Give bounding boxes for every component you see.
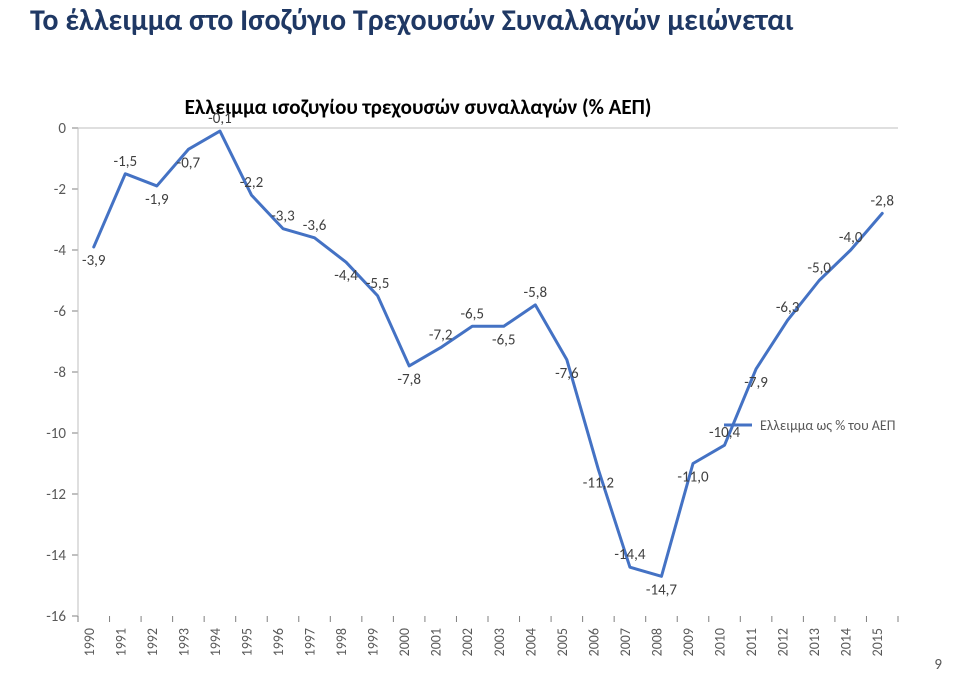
x-tick-label: 1995 (238, 628, 255, 656)
data-label: -3,3 (271, 208, 295, 226)
y-tick-label: -14 (46, 547, 66, 565)
y-tick-label: 0 (58, 120, 66, 138)
data-label: -11,0 (677, 469, 709, 487)
y-tick-label: -12 (46, 486, 66, 504)
data-label: -11,2 (583, 475, 614, 493)
data-label: -5,8 (524, 284, 548, 302)
x-tick-label: 2003 (491, 628, 508, 656)
data-label: -0,7 (177, 154, 201, 172)
x-tick-label: 2006 (585, 628, 602, 656)
data-label: -1,5 (114, 153, 138, 171)
data-label: -7,9 (744, 374, 768, 392)
x-tick-label: 1996 (270, 628, 287, 656)
data-label: -10,4 (709, 424, 741, 442)
x-tick-label: 1992 (144, 628, 161, 656)
y-tick-label: -4 (54, 242, 67, 260)
data-label: -5,5 (366, 275, 390, 293)
data-label: -14,7 (646, 581, 678, 599)
x-tick-label: 1998 (333, 628, 350, 656)
y-tick-label: -16 (46, 608, 66, 626)
x-tick-label: 2002 (459, 628, 476, 656)
data-label: -2,2 (240, 174, 264, 192)
x-tick-label: 1997 (302, 628, 319, 656)
x-tick-label: 2001 (428, 628, 445, 656)
page-number: 9 (934, 656, 942, 674)
x-tick-label: 2014 (838, 628, 855, 656)
data-label: -7,2 (429, 327, 453, 345)
x-tick-label: 2011 (743, 628, 760, 656)
data-label: -0,1 (208, 110, 232, 128)
data-label: -4,0 (839, 229, 863, 247)
data-label: -3,6 (303, 217, 327, 235)
data-label: -6,5 (492, 331, 516, 349)
x-tick-label: 1999 (365, 628, 382, 656)
series-line (94, 131, 882, 576)
x-tick-label: 1991 (112, 628, 129, 656)
x-tick-label: 1993 (175, 628, 192, 656)
line-chart: 0 -2 -4 -6 -8 -10 -12 -14 -16 1990 1991 1992 1993 199… (0, 0, 960, 684)
x-tick-label: 2008 (648, 628, 665, 656)
x-tick-label: 2007 (617, 628, 634, 656)
data-label: -14,4 (614, 546, 646, 564)
x-tick-label: 1990 (81, 628, 98, 656)
x-tick-label: 2004 (522, 628, 539, 656)
x-tick-label: 1994 (207, 628, 224, 656)
data-label: -3,9 (82, 252, 106, 270)
data-label: -7,6 (555, 365, 579, 383)
data-label: -2,8 (870, 192, 894, 210)
x-tick-label: 2013 (806, 628, 823, 656)
x-tick-label: 2015 (869, 628, 886, 656)
legend-label: Ελλειμμα ως % του ΑΕΠ (760, 417, 895, 434)
data-label: -4,4 (334, 267, 358, 285)
data-label: -6,3 (776, 299, 800, 317)
y-tick-label: -6 (54, 303, 67, 321)
x-tick-label: 2000 (396, 628, 413, 656)
y-tick-label: -2 (54, 181, 66, 199)
x-tick-label: 2009 (680, 628, 697, 656)
data-label: -5,0 (807, 260, 831, 278)
data-label: -7,8 (397, 371, 421, 389)
y-tick-label: -10 (46, 425, 66, 443)
y-tick-label: -8 (54, 364, 66, 382)
x-tick-label: 2012 (775, 628, 792, 656)
x-tick-label: 2005 (554, 628, 571, 656)
data-label: -1,9 (145, 191, 169, 209)
data-label: -6,5 (460, 305, 484, 323)
x-tick-label: 2010 (712, 628, 729, 656)
